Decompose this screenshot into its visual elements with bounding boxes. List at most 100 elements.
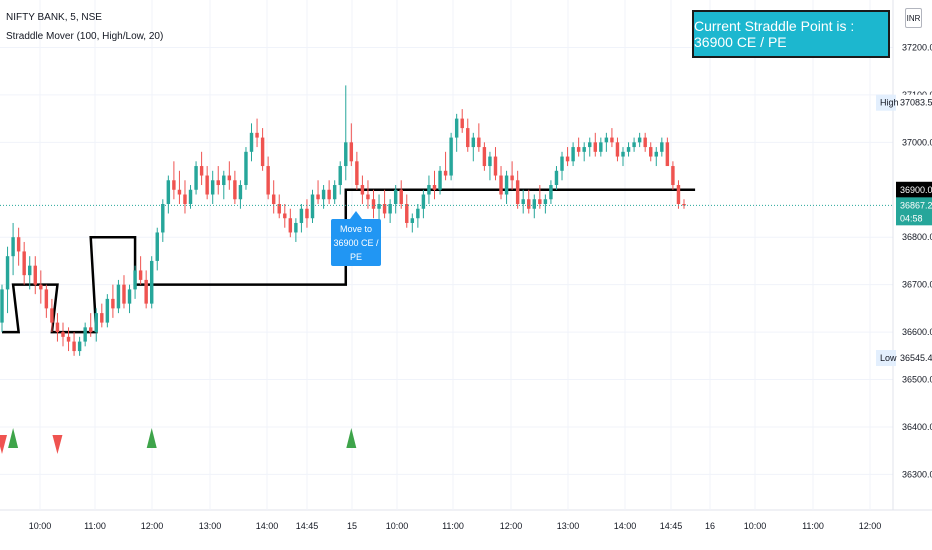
candle-body xyxy=(22,251,26,276)
candle-body xyxy=(466,128,470,148)
candle-body xyxy=(654,151,658,157)
candle-body xyxy=(260,137,265,167)
candle-body xyxy=(66,336,71,342)
candle-body xyxy=(316,194,320,200)
straddle-point-banner: Current Straddle Point is : 36900 CE / P… xyxy=(692,10,890,58)
price-tick-label: 36800.00 xyxy=(902,232,932,242)
candle-body xyxy=(161,204,165,233)
chart-grid xyxy=(0,0,932,511)
price-axis[interactable]: 37200.0037100.0037000.0036800.0036700.00… xyxy=(876,42,932,479)
price-tick-label: 37000.00 xyxy=(902,137,932,147)
candle-body xyxy=(488,156,492,167)
candle-body xyxy=(643,137,647,148)
symbol-legend[interactable]: NIFTY BANK, 5, NSE xyxy=(6,12,102,23)
price-label-box xyxy=(896,197,932,226)
candle-body xyxy=(360,185,365,195)
candle-body xyxy=(432,185,437,190)
time-tick-label: 13:00 xyxy=(557,521,580,531)
candle-body xyxy=(122,284,126,304)
candle-body xyxy=(549,185,553,200)
time-tick-label: 11:00 xyxy=(84,521,106,531)
candle-body xyxy=(515,180,520,204)
price-label-box xyxy=(896,94,932,111)
candle-body xyxy=(111,298,115,309)
candle-body xyxy=(183,194,187,204)
candle-body xyxy=(593,142,598,152)
candle-body xyxy=(310,194,315,219)
candle-body xyxy=(560,156,564,171)
candle-body xyxy=(632,142,636,148)
candle-body xyxy=(238,185,243,200)
candle-body xyxy=(576,147,581,152)
currency-button[interactable]: INR xyxy=(905,8,922,28)
candle-body xyxy=(88,327,93,333)
candle-body xyxy=(510,175,514,181)
candle-body xyxy=(155,232,159,261)
candle-body xyxy=(216,180,220,186)
candle-body xyxy=(349,142,354,162)
candle-body xyxy=(682,204,686,206)
candle-body xyxy=(438,170,442,190)
candle-body xyxy=(649,147,653,157)
candle-body xyxy=(399,189,403,204)
candle-body xyxy=(144,279,148,304)
candle-body xyxy=(188,189,193,204)
candle-body xyxy=(460,118,464,129)
candle-body xyxy=(382,204,387,214)
candle-body xyxy=(39,284,43,290)
candle-body xyxy=(626,147,631,152)
price-label-value: 37083.50 xyxy=(900,98,932,108)
time-tick-label: 12:00 xyxy=(859,521,882,531)
candle-body xyxy=(255,132,259,138)
candle-body xyxy=(393,189,398,204)
candle-body xyxy=(676,185,681,204)
time-axis[interactable]: 10:00 11:00 12:00 13:00 14:00 14:45 15 10:00 11:… xyxy=(29,521,882,531)
candle-body xyxy=(0,289,4,323)
candle-body xyxy=(288,218,293,233)
candle-body xyxy=(271,194,276,204)
price-label-value: 36867.20 xyxy=(900,200,932,210)
time-tick-label: 10:00 xyxy=(29,521,52,531)
straddle-line xyxy=(2,188,696,334)
candle-body xyxy=(138,270,143,280)
candle-body xyxy=(127,289,132,304)
candle-body xyxy=(454,118,459,138)
indicator-legend[interactable]: Straddle Mover (100, High/Low, 20) xyxy=(6,31,164,42)
price-label-value: 36545.40 xyxy=(900,353,932,363)
candle-body xyxy=(321,189,326,200)
candle-body xyxy=(194,166,198,190)
candle-body xyxy=(371,199,376,209)
candle-body xyxy=(227,175,232,181)
candle-body xyxy=(504,175,509,195)
candle-body xyxy=(482,147,487,167)
candle-body xyxy=(449,137,453,176)
candle-body xyxy=(582,147,586,152)
time-tick-label: 10:00 xyxy=(744,521,767,531)
candle-body xyxy=(249,132,254,152)
candle-body xyxy=(294,222,298,233)
time-tick-label: 14:45 xyxy=(660,521,683,531)
candle-body xyxy=(94,313,98,333)
candle-body xyxy=(543,199,548,204)
candle-body xyxy=(344,142,348,167)
candle-body xyxy=(527,199,531,209)
candles-layer xyxy=(0,85,686,356)
time-tick-label: 14:00 xyxy=(256,521,279,531)
time-tick-label: 14:00 xyxy=(614,521,637,531)
candle-body xyxy=(477,137,481,148)
candle-body xyxy=(5,256,10,290)
move-tooltip: Move to 36900 CE / PE xyxy=(331,211,381,266)
candle-body xyxy=(77,341,82,352)
candle-body xyxy=(554,170,559,186)
candle-body xyxy=(327,189,331,200)
signal-down-arrow xyxy=(52,435,63,454)
tooltip-line-1: Move to xyxy=(339,223,372,234)
candle-body xyxy=(233,180,237,200)
candle-body xyxy=(588,142,592,148)
candle-body xyxy=(28,265,32,276)
candle-body xyxy=(410,218,415,223)
time-tick-label: 12:00 xyxy=(141,521,164,531)
price-tick-label: 36600.00 xyxy=(902,327,932,337)
candle-body xyxy=(177,189,182,195)
